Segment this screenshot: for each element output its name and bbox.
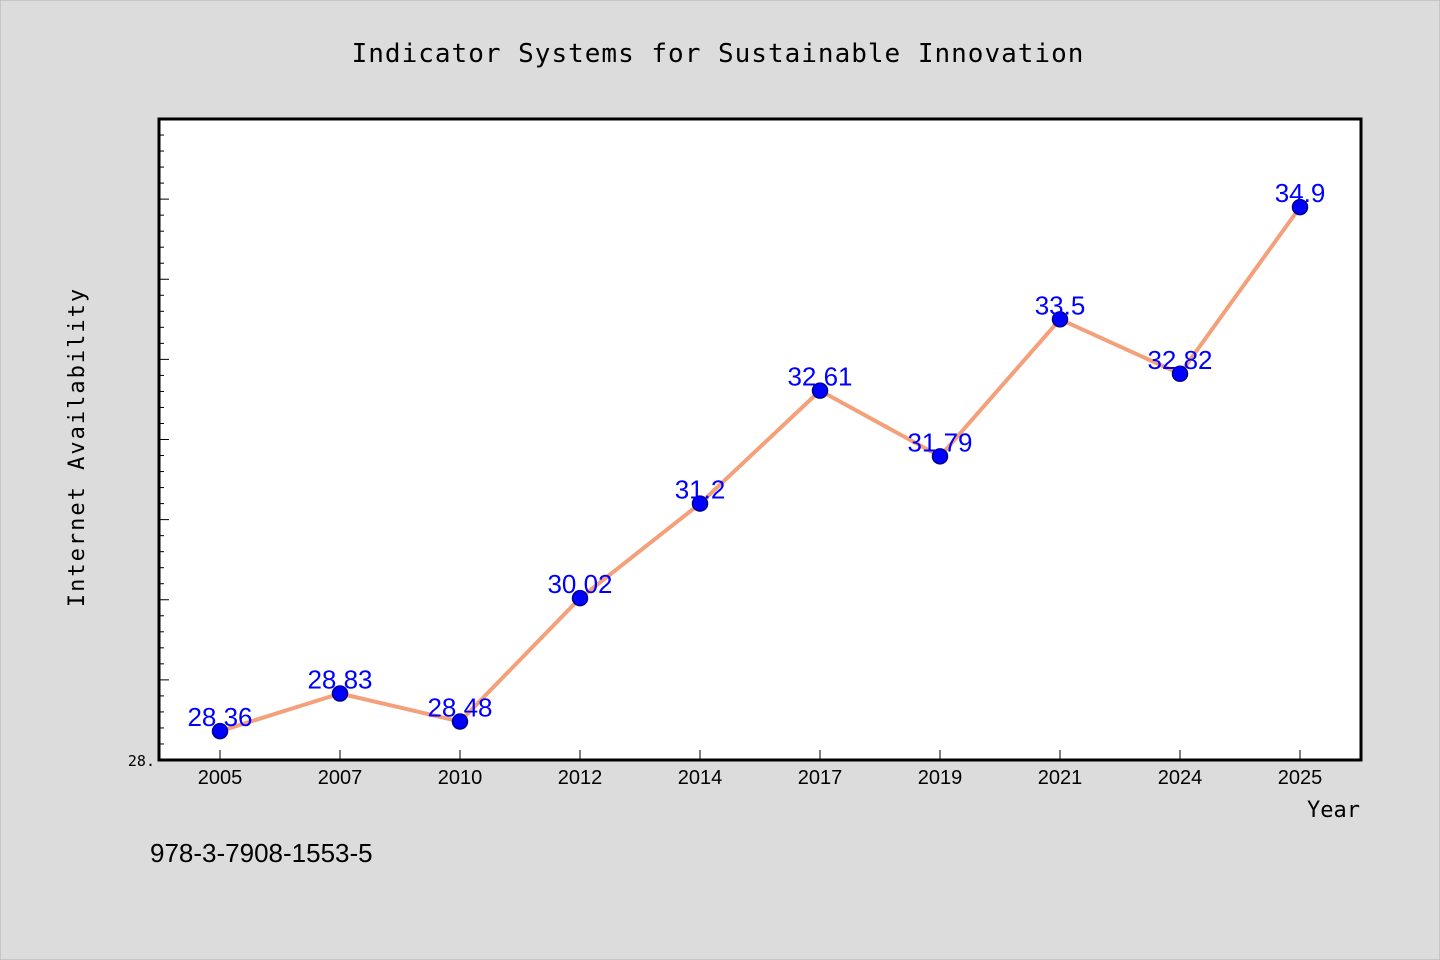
data-label: 31.79 (907, 427, 972, 457)
data-point (331, 685, 349, 702)
data-point (811, 382, 829, 399)
x-tick-label: 2007 (318, 767, 363, 789)
data-point (1291, 198, 1309, 216)
x-tick-label: 2005 (198, 767, 243, 789)
x-tick-label: 2024 (1158, 767, 1203, 789)
y-axis-ticks (159, 118, 169, 761)
data-point (211, 722, 229, 740)
data-label: 32.82 (1147, 345, 1212, 375)
data-labels-layer: 28.36 28.83 28.48 30.02 31.2 32.61 31.79 33.5 32… (187, 178, 1325, 732)
x-tick-label: 2014 (678, 767, 723, 789)
x-axis-ticks: 2005 2007 2010 2012 2014 2017 2019 2021 2024 2025 (198, 750, 1323, 789)
data-point (931, 448, 949, 465)
x-axis-label: Year (1307, 798, 1360, 823)
y-axis-label: Internet Availability (65, 287, 90, 607)
isbn-annotation: 978-3-7908-1553-5 (150, 838, 373, 868)
data-point (571, 589, 589, 607)
x-tick-label: 2012 (558, 767, 603, 789)
data-point (1171, 365, 1189, 383)
data-label: 34.9 (1275, 178, 1326, 208)
x-tick-label: 2010 (438, 767, 483, 789)
data-label: 32.61 (787, 362, 852, 392)
series-layer (211, 198, 1309, 740)
data-point (451, 713, 469, 730)
data-label: 30.02 (547, 569, 612, 599)
chart-title: Indicator Systems for Sustainable Innova… (352, 39, 1085, 69)
data-point (691, 495, 709, 512)
data-label: 28.36 (187, 702, 252, 732)
x-tick-label: 2017 (798, 767, 843, 789)
y-tick-label: 28. (128, 752, 155, 770)
x-tick-label: 2025 (1278, 767, 1323, 789)
data-label: 31.2 (675, 475, 726, 505)
x-tick-label: 2021 (1038, 767, 1083, 789)
data-point (1051, 311, 1069, 328)
series-line (219, 205, 1302, 734)
x-tick-label: 2019 (918, 767, 963, 789)
data-label: 28.83 (307, 664, 372, 694)
data-label: 33.5 (1035, 290, 1086, 320)
data-label: 28.48 (427, 693, 492, 723)
plot-area (157, 117, 1363, 762)
